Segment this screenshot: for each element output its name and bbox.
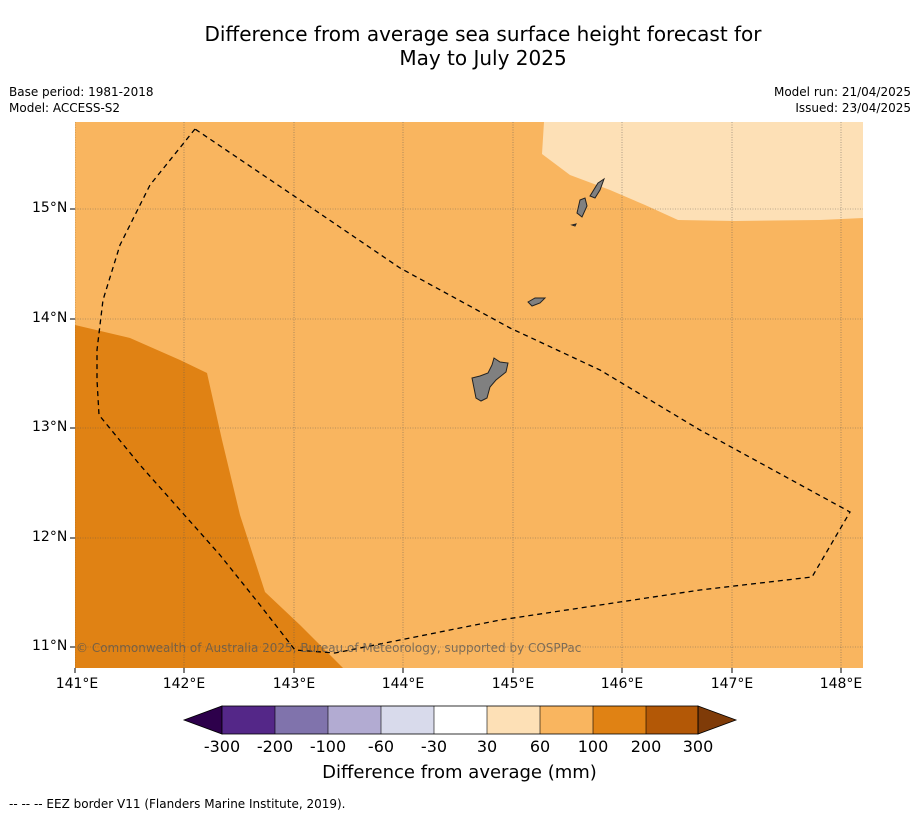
- colorbar-bin-1: [222, 706, 275, 734]
- lon-label-144e: 144°E: [381, 676, 425, 692]
- lat-label-15n: 15°N: [32, 200, 68, 216]
- colorbar-tick: -30: [420, 737, 448, 756]
- lat-label-14n: 14°N: [32, 310, 68, 326]
- colorbar-extend-low: [182, 705, 223, 735]
- issued-date: Issued: 23/04/2025: [795, 101, 911, 115]
- eez-footnote: -- -- -- EEZ border V11 (Flanders Marine…: [9, 797, 346, 811]
- lat-label-12n: 12°N: [32, 529, 68, 545]
- graticule: [75, 122, 863, 668]
- colorbar-tick: -300: [203, 737, 241, 756]
- colorbar-bin-6: [487, 706, 540, 734]
- lon-label-148e: 148°E: [819, 676, 863, 692]
- island-tinian: [576, 197, 588, 218]
- base-period: Base period: 1981-2018: [9, 85, 154, 99]
- lat-label-13n: 13°N: [32, 419, 68, 435]
- lon-label-141e: 141°E: [55, 676, 99, 692]
- colorbar-title: Difference from average (mm): [322, 762, 597, 783]
- colorbar-tick: 200: [630, 737, 662, 756]
- colorbar-bin-9: [646, 706, 698, 734]
- copyright-notice: © Commonwealth of Australia 2025, Bureau…: [76, 641, 582, 655]
- colorbar-bin-2: [275, 706, 328, 734]
- colorbar-bin-7: [540, 706, 593, 734]
- colorbar: [182, 705, 738, 735]
- lon-label-147e: 147°E: [710, 676, 754, 692]
- colorbar-tick: -60: [367, 737, 395, 756]
- lon-label-146e: 146°E: [600, 676, 644, 692]
- colorbar-extend-high: [697, 705, 738, 735]
- meta-right: Model run: 21/04/2025 Issued: 23/04/2025: [774, 84, 911, 116]
- band-30-60: [542, 122, 863, 221]
- model-run: Model run: 21/04/2025: [773, 85, 911, 99]
- title-line-2: May to July 2025: [399, 46, 567, 70]
- lon-label-142e: 142°E: [162, 676, 206, 692]
- band-100-200: [75, 325, 343, 668]
- lon-label-145e: 145°E: [491, 676, 535, 692]
- colorbar-tick: 300: [682, 737, 714, 756]
- map-title: Difference from average sea surface heig…: [0, 22, 919, 70]
- colorbar-tick: 60: [529, 737, 551, 756]
- island-guam: [471, 357, 509, 402]
- colorbar-tick: -200: [256, 737, 294, 756]
- island-saipan: [589, 177, 605, 199]
- meta-left: Base period: 1981-2018 Model: ACCESS-S2: [9, 84, 154, 116]
- title-line-1: Difference from average sea surface heig…: [204, 22, 762, 46]
- axis-ticks: [70, 208, 842, 673]
- model-name: Model: ACCESS-S2: [9, 101, 121, 115]
- colorbar-tick: -100: [309, 737, 347, 756]
- colorbar-tick: 100: [577, 737, 609, 756]
- eez-border: [96, 128, 851, 654]
- colorbar-tick: 30: [476, 737, 498, 756]
- lon-label-143e: 143°E: [272, 676, 316, 692]
- colorbar-bin-8: [593, 706, 646, 734]
- island-rota: [527, 297, 547, 307]
- island-aguijan: [570, 223, 577, 227]
- colorbar-bin-5: [434, 706, 487, 734]
- colorbar-bin-4: [381, 706, 434, 734]
- lat-label-11n: 11°N: [32, 638, 68, 654]
- colorbar-bin-3: [328, 706, 381, 734]
